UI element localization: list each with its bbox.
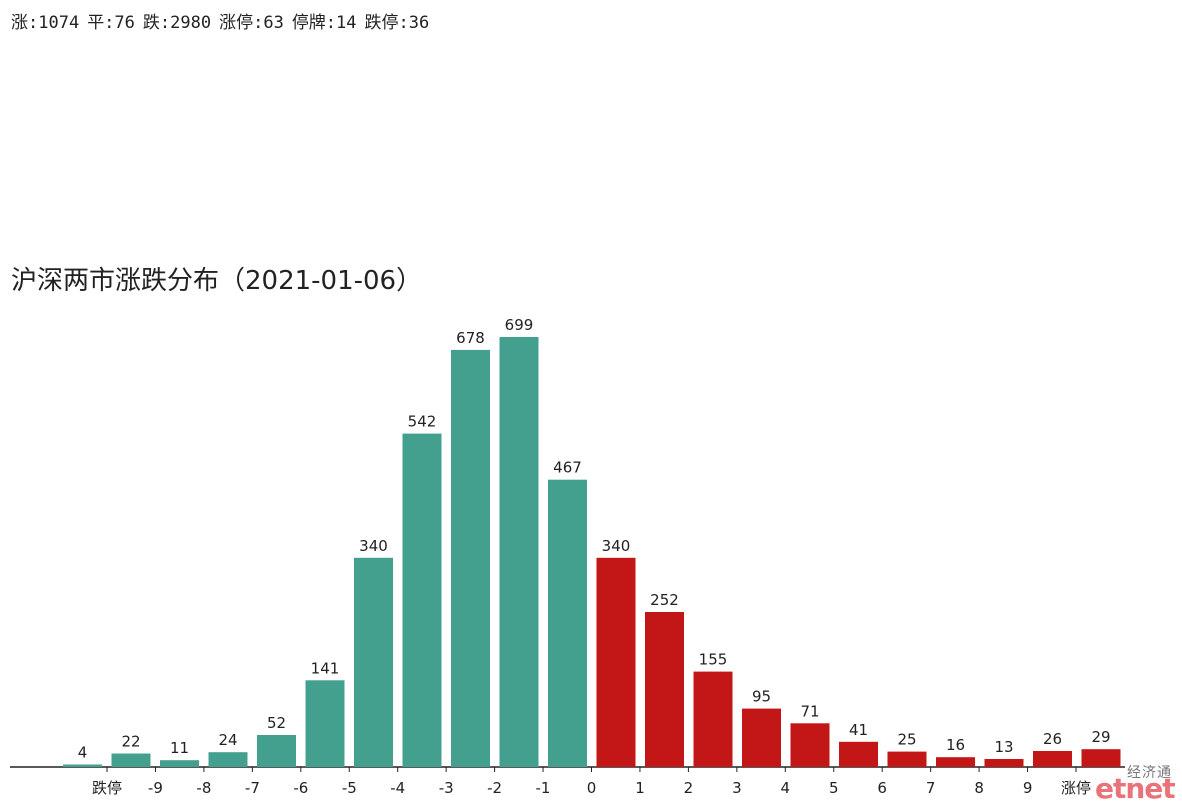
bar-18 xyxy=(936,757,975,767)
x-tick-label-8: -2 xyxy=(487,779,502,797)
bar-value-label-5: 141 xyxy=(311,659,340,677)
x-tick-label-14: 4 xyxy=(781,779,791,797)
bar-21 xyxy=(1081,749,1121,767)
bar-value-label-2: 11 xyxy=(170,739,189,757)
x-tick-label-16: 6 xyxy=(877,779,887,797)
bar-value-label-6: 340 xyxy=(359,537,388,555)
chart-title: 沪深两市涨跌分布（2021-01-06） xyxy=(11,266,423,296)
bar-value-label-11: 340 xyxy=(602,537,631,555)
x-tick-label-20: 涨停 xyxy=(1061,779,1091,797)
bar-value-label-3: 24 xyxy=(218,731,237,749)
x-tick-label-12: 2 xyxy=(684,779,694,797)
bar-value-label-13: 155 xyxy=(699,651,728,669)
x-tick-label-17: 7 xyxy=(926,779,936,797)
market-summary: 涨:1074 平:76 跌:2980 涨停:63 停牌:14 跌停:36 xyxy=(11,8,437,33)
bar-9 xyxy=(499,337,539,767)
bar-value-label-20: 26 xyxy=(1043,730,1062,748)
summary-suspended: 停牌:14 xyxy=(291,13,357,33)
bar-3 xyxy=(208,752,248,767)
bar-19 xyxy=(984,759,1024,767)
bar-value-label-7: 542 xyxy=(408,413,437,431)
bar-13 xyxy=(693,671,733,767)
x-tick-label-13: 3 xyxy=(732,779,742,797)
x-tick-label-6: -4 xyxy=(390,779,405,797)
bar-7 xyxy=(402,433,442,767)
bar-value-label-1: 22 xyxy=(121,733,140,751)
bar-value-label-17: 25 xyxy=(897,731,916,749)
bar-17 xyxy=(887,751,927,767)
x-tick-label-10: 0 xyxy=(587,779,597,797)
summary-limit-down: 跌停:36 xyxy=(364,13,430,33)
bar-value-label-19: 13 xyxy=(994,738,1013,756)
bar-8 xyxy=(451,349,490,767)
bar-5 xyxy=(305,680,345,767)
bar-4 xyxy=(257,735,296,767)
x-tick-label-1: -9 xyxy=(148,779,163,797)
bar-value-label-14: 95 xyxy=(752,688,771,706)
bar-15 xyxy=(790,723,830,767)
x-tick-label-3: -7 xyxy=(245,779,260,797)
bar-16 xyxy=(839,741,878,767)
summary-flat: 平:76 xyxy=(87,13,135,33)
bar-value-label-18: 16 xyxy=(946,736,965,754)
watermark-text: 经济通 xyxy=(1127,765,1172,781)
bar-11 xyxy=(596,557,636,767)
bar-2 xyxy=(160,760,199,767)
summary-down: 跌:2980 xyxy=(142,13,212,33)
bar-value-label-9: 699 xyxy=(505,316,534,334)
x-tick-label-19: 9 xyxy=(1023,779,1033,797)
summary-limit-up: 涨停:63 xyxy=(219,13,284,33)
x-tick-label-0: 跌停 xyxy=(92,779,122,797)
etnet-logo: etnet xyxy=(1095,772,1176,805)
bar-value-label-12: 252 xyxy=(650,591,679,609)
bar-value-label-10: 467 xyxy=(553,459,582,477)
bar-value-label-16: 41 xyxy=(849,721,868,739)
x-tick-label-9: -1 xyxy=(536,779,551,797)
x-tick-label-2: -8 xyxy=(196,779,211,797)
x-tick-label-5: -5 xyxy=(342,779,357,797)
x-tick-label-4: -6 xyxy=(293,779,308,797)
bar-value-label-21: 29 xyxy=(1091,728,1110,746)
x-tick-label-11: 1 xyxy=(635,779,645,797)
bar-1 xyxy=(111,753,151,767)
summary-up: 涨:1074 xyxy=(11,13,80,33)
bar-0 xyxy=(63,764,102,767)
bar-14 xyxy=(742,708,781,767)
bar-20 xyxy=(1033,751,1072,767)
bar-12 xyxy=(645,612,684,767)
bar-value-label-15: 71 xyxy=(800,702,819,720)
x-tick-label-18: 8 xyxy=(974,779,984,797)
bar-value-label-8: 678 xyxy=(456,329,485,347)
bar-value-label-0: 4 xyxy=(78,744,88,762)
bar-6 xyxy=(354,557,393,767)
x-tick-label-7: -3 xyxy=(439,779,454,797)
x-tick-label-15: 5 xyxy=(829,779,839,797)
bar-10 xyxy=(548,479,587,767)
bar-value-label-4: 52 xyxy=(267,714,286,732)
